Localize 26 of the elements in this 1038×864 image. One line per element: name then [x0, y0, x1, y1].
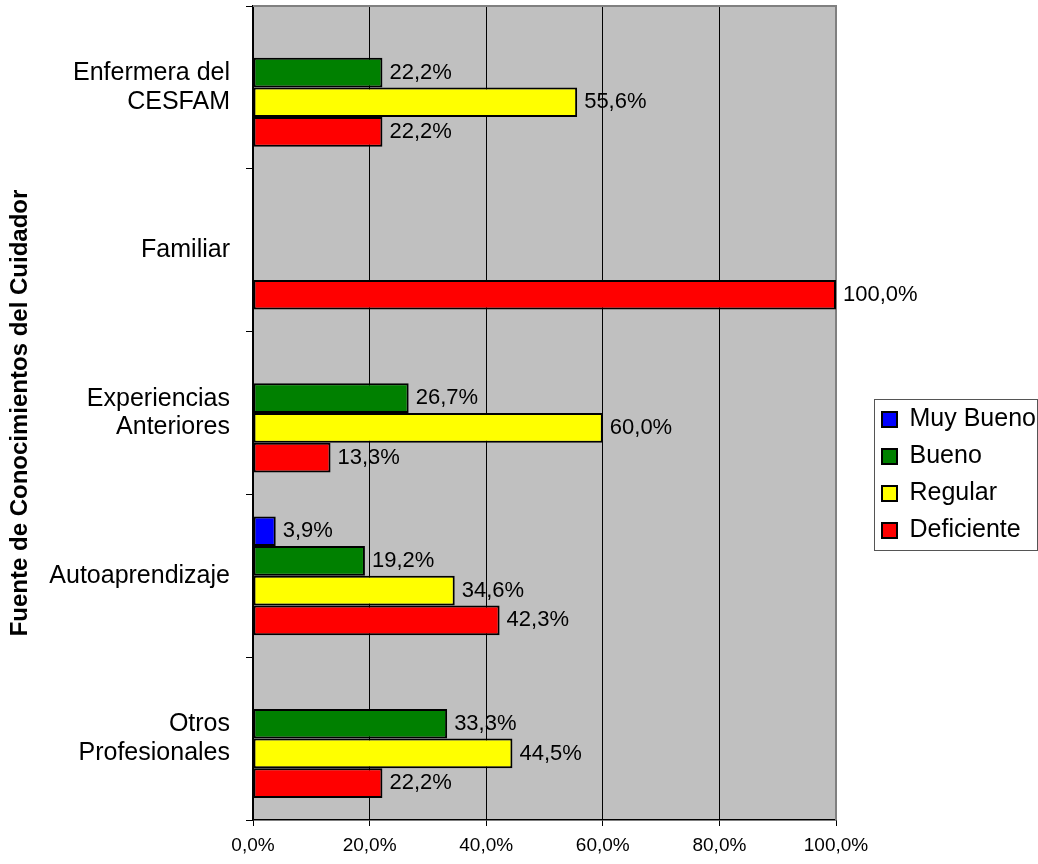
y-tick-label: Autoaprendizaje — [49, 559, 230, 588]
data-label: 26,7% — [415, 384, 479, 410]
data-label: 3,9% — [282, 517, 333, 543]
legend-label: Muy Bueno — [909, 403, 1036, 432]
data-label: 42,3% — [506, 606, 569, 632]
x-tick-label: 80,0% — [692, 833, 747, 855]
x-tick-label: 20,0% — [342, 833, 397, 855]
legend-label: Bueno — [909, 440, 982, 469]
x-tick-label: 60,0% — [575, 833, 630, 855]
data-label: 22,2% — [389, 769, 452, 795]
x-tick-label: 100,0% — [803, 833, 869, 855]
y-tick-label: Familiar — [141, 234, 230, 263]
y-tick-label: Enfermera del CESFAM — [72, 56, 230, 114]
legend-label: Deficiente — [909, 514, 1021, 543]
data-label: 44,5% — [519, 739, 582, 765]
data-label: 60,0% — [609, 413, 673, 439]
data-label: 100,0% — [843, 280, 918, 306]
y-tick-label: Otros Profesionales — [78, 708, 230, 765]
y-tick-label: Experiencias Anteriores — [86, 382, 230, 440]
y-axis-title: Fuente de Conocimientos del Cuidador — [5, 189, 33, 637]
data-label: 19,2% — [371, 547, 435, 573]
x-tick-label: 40,0% — [459, 833, 514, 855]
data-label: 22,2% — [389, 58, 452, 84]
x-tick-label: 0,0% — [231, 833, 275, 855]
data-label: 22,2% — [389, 118, 452, 144]
legend-label: Regular — [909, 477, 998, 506]
